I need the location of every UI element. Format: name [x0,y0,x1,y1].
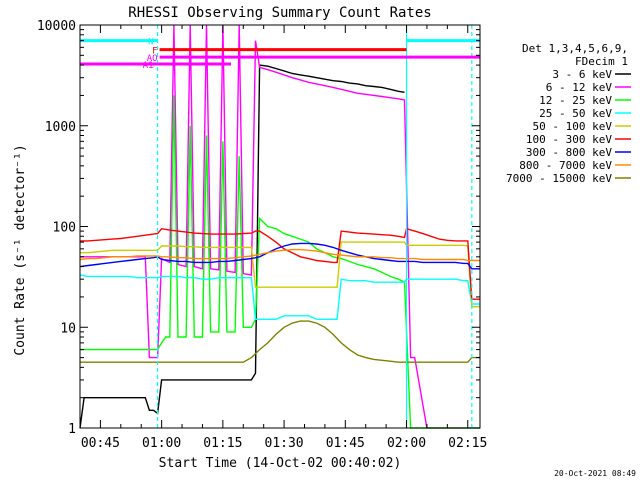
y-tick-label-1: 1 [68,422,76,437]
series-line-8 [79,248,480,262]
legend-label-7: 300 - 800 keV [526,146,612,159]
x-tick-label-3: 01:15 [203,436,242,451]
series-line-7 [79,242,480,270]
flag-label-4: A1 [143,61,154,71]
legend-label-3: 12 - 25 keV [539,94,612,107]
legend-label-9: 7000 - 15000 keV [506,172,612,185]
plot-frame [79,24,481,429]
x-tick-label-1: 00:45 [81,436,120,451]
x-axis-label: Start Time (14-Oct-02 00:40:02) [159,456,402,471]
x-tick-label-6: 02:00 [387,436,426,451]
y-tick-label-2: 10 [60,321,76,336]
series-line-9 [80,320,480,363]
flag-label-2: F [152,47,157,57]
series-line-5 [80,241,480,308]
x-tick-label-7: 02:15 [448,436,487,451]
series-line-1 [79,64,405,429]
legend-label-4: 25 - 50 keV [539,107,612,120]
flag-label-3: AO [147,54,158,64]
legend-label-6: 100 - 300 keV [526,133,612,146]
legend-header-1: Det 1,3,4,5,6,9, [522,42,628,55]
legend-label-2: 6 - 12 keV [546,81,613,94]
series-line-2 [80,24,480,429]
legend-header-2: FDecim 1 [575,55,628,68]
y-tick-label-4: 1000 [45,120,76,135]
series-line-3 [80,95,480,429]
legend-label-5: 50 - 100 keV [533,120,613,133]
legend-label-8: 800 - 7000 keV [519,159,612,172]
series-line-4 [79,274,480,320]
flag-label-1: N [148,38,153,48]
x-tick-label-2: 01:00 [142,436,181,451]
series-line-6 [80,227,480,300]
chart-title: RHESSI Observing Summary Count Rates [128,5,431,21]
x-tick-label-4: 01:30 [265,436,304,451]
y-tick-label-3: 100 [53,221,76,236]
x-tick-label-5: 01:45 [326,436,365,451]
plot-timestamp: 20-Oct-2021 08:49 [554,469,636,478]
y-axis-label: Count Rate (s⁻¹ detector⁻¹) [13,144,28,355]
legend-label-1: 3 - 6 keV [552,68,612,81]
y-tick-label-5: 10000 [37,19,76,34]
